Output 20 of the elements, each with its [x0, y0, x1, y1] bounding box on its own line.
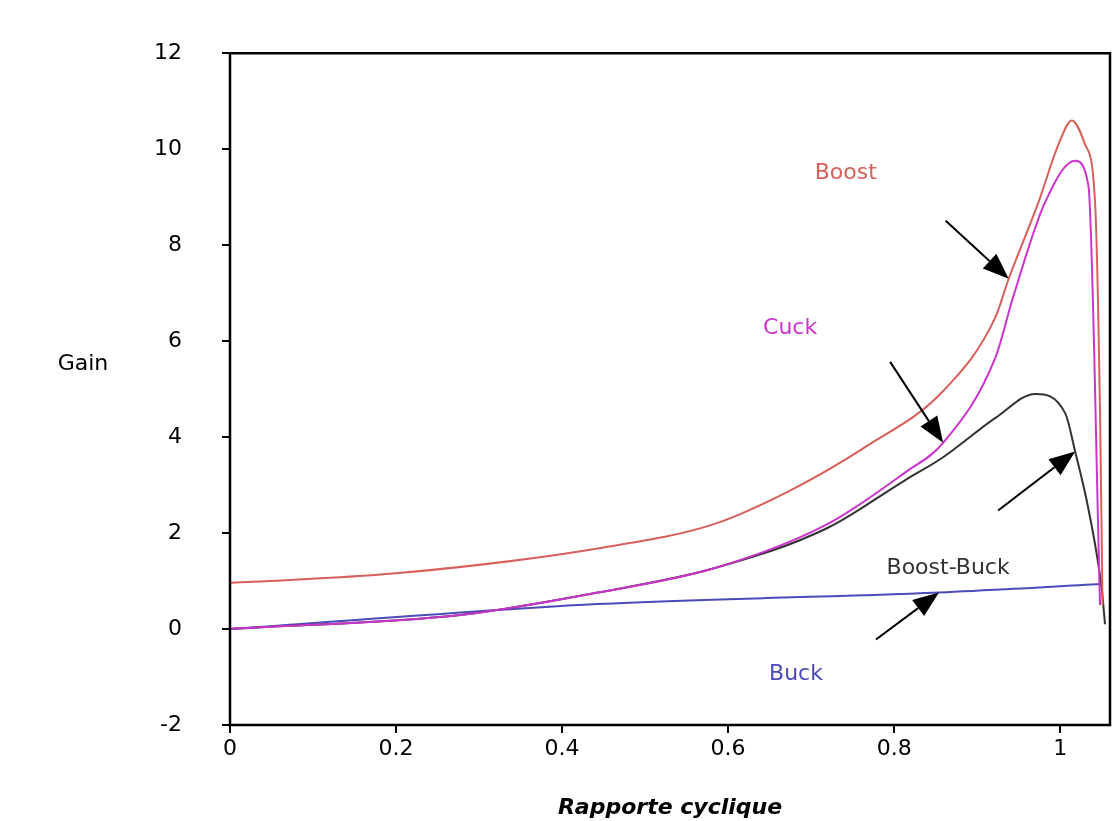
- text: Buck: [769, 660, 824, 686]
- y-tick-label: -2: [160, 710, 182, 736]
- x-tick-label: 0.2: [378, 734, 414, 760]
- x-tick-label: 0.6: [710, 734, 746, 760]
- y-tick-label: 10: [154, 134, 182, 160]
- text: Cuck: [763, 313, 818, 339]
- x-tick-label: 1: [1053, 734, 1068, 760]
- y-tick-label: 8: [168, 230, 182, 256]
- x-tick-label: 0: [223, 734, 237, 760]
- y-tick-label: 6: [168, 326, 182, 352]
- text: Boost: [814, 159, 878, 185]
- y-axis-title: Gain: [57, 349, 109, 375]
- x-tick-label: 0.8: [876, 734, 912, 760]
- y-tick-label: 12: [154, 38, 182, 64]
- y-tick-label: 0: [168, 614, 182, 640]
- x-axis-title: Rapporte cyclique: [557, 793, 783, 819]
- text: Boost-Buck: [886, 554, 1010, 580]
- y-tick-label: 2: [168, 518, 182, 544]
- y-tick-label: 4: [168, 422, 182, 448]
- x-tick-label: 0.4: [544, 734, 580, 760]
